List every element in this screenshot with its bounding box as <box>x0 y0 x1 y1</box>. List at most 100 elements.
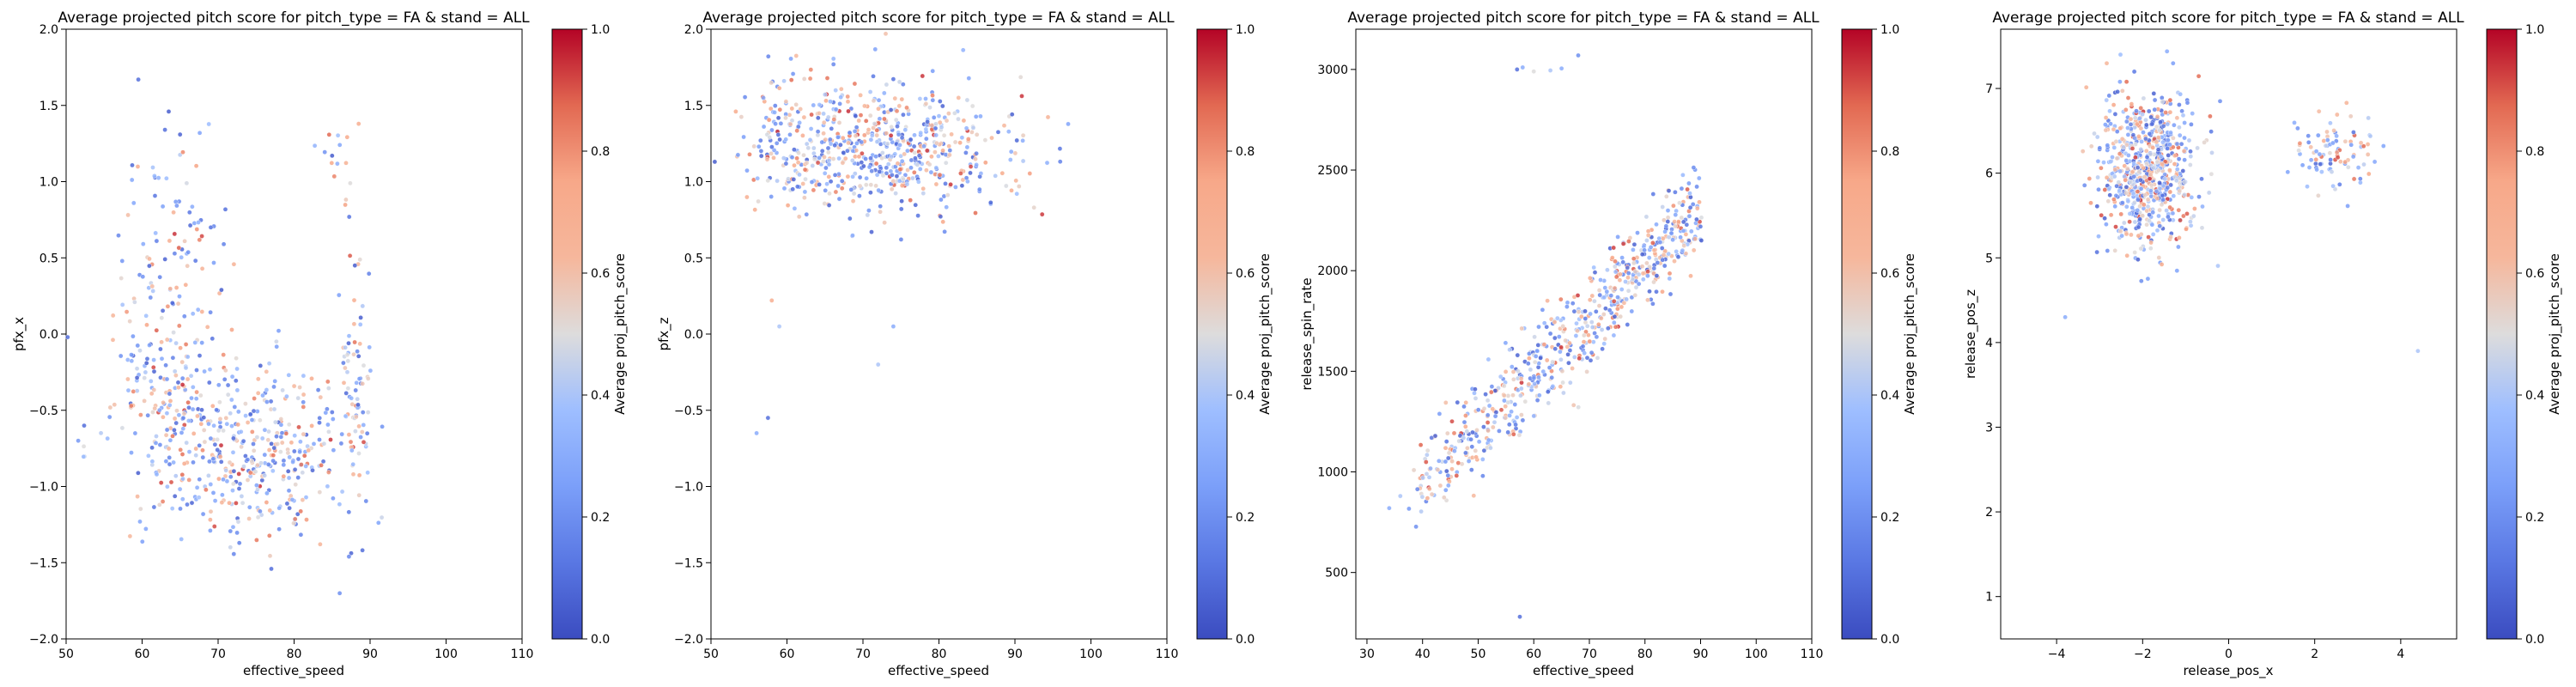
data-point <box>989 135 994 141</box>
data-point <box>301 392 307 398</box>
data-point <box>2366 171 2372 177</box>
data-point <box>2315 132 2321 138</box>
data-point <box>208 309 213 315</box>
data-point <box>159 315 165 321</box>
data-point <box>850 233 855 238</box>
data-point <box>274 338 279 344</box>
data-point <box>2121 144 2126 150</box>
data-point <box>283 430 289 436</box>
data-point <box>228 474 234 480</box>
data-point <box>286 372 292 378</box>
data-point <box>1601 295 1607 301</box>
data-point <box>2088 143 2094 149</box>
data-point <box>766 53 771 59</box>
data-point <box>208 517 213 523</box>
data-point <box>2104 222 2109 228</box>
chart-title: Average projected pitch score for pitch_… <box>1992 9 2464 27</box>
data-point <box>2177 125 2182 131</box>
data-point <box>895 124 900 129</box>
data-point <box>2160 192 2166 198</box>
data-point <box>1013 178 1018 184</box>
data-point <box>270 453 276 459</box>
data-point <box>2087 176 2093 181</box>
data-point <box>884 131 890 136</box>
colorbar-label: Average proj_pitch_score <box>612 253 629 415</box>
data-point <box>278 422 284 428</box>
data-point <box>1009 112 1015 117</box>
x-tick-label: 60 <box>135 647 150 661</box>
data-point <box>2119 136 2125 142</box>
data-point <box>162 257 167 262</box>
data-point <box>230 481 236 487</box>
data-point <box>304 517 309 522</box>
x-tick-label: 110 <box>511 647 534 661</box>
data-point <box>360 303 366 309</box>
data-point <box>229 327 234 332</box>
colorbar-tick-label: 0.2 <box>2525 511 2544 525</box>
x-tick-label: 80 <box>932 647 947 661</box>
data-point <box>2097 145 2103 151</box>
data-point <box>1612 285 1618 291</box>
data-point <box>771 155 776 161</box>
data-point <box>2124 166 2130 172</box>
data-point <box>857 174 863 180</box>
data-point <box>105 435 110 441</box>
data-point <box>825 114 831 120</box>
data-point <box>1654 289 1659 295</box>
data-point <box>274 434 279 440</box>
data-point <box>329 160 335 166</box>
data-point <box>2342 138 2348 144</box>
data-point <box>345 358 351 364</box>
data-point <box>864 175 869 181</box>
data-point <box>781 185 787 192</box>
data-point <box>969 130 975 135</box>
data-point <box>187 222 193 228</box>
data-point <box>828 99 833 104</box>
data-point <box>2108 121 2113 126</box>
data-point <box>1599 315 1604 321</box>
data-point <box>337 591 343 596</box>
data-point <box>1435 467 1441 472</box>
data-point <box>1583 308 1588 314</box>
data-point <box>2171 135 2176 141</box>
data-point <box>2177 132 2183 138</box>
data-point <box>1688 194 1693 200</box>
data-point <box>321 441 327 447</box>
data-point <box>346 333 352 339</box>
data-point <box>254 435 260 440</box>
data-point <box>173 420 179 426</box>
data-point <box>237 481 243 487</box>
data-point <box>199 234 204 239</box>
data-point <box>767 134 773 140</box>
y-tick-label: 2.0 <box>684 23 703 37</box>
data-point <box>2104 60 2110 66</box>
y-tick-label: 7 <box>1985 82 1993 96</box>
data-point <box>974 150 979 156</box>
data-point <box>355 353 361 359</box>
data-point <box>1531 413 1537 419</box>
data-point <box>1612 319 1617 325</box>
data-point <box>361 362 367 368</box>
data-point <box>1592 298 1597 304</box>
data-point <box>1665 215 1671 221</box>
data-point <box>163 432 169 438</box>
scatter-points <box>2063 49 2421 354</box>
data-point <box>829 125 835 131</box>
data-point <box>201 415 207 421</box>
data-point <box>783 115 788 121</box>
data-point <box>1555 315 1560 321</box>
data-point <box>1636 271 1642 277</box>
data-point <box>295 511 301 517</box>
data-point <box>188 373 194 379</box>
data-point <box>1664 193 1669 199</box>
data-point <box>98 430 104 436</box>
x-tick-label: 100 <box>1079 647 1103 661</box>
data-point <box>880 150 885 155</box>
data-point <box>1066 121 1071 127</box>
data-point <box>858 93 863 98</box>
data-point <box>2308 157 2314 163</box>
data-point <box>1640 271 1646 277</box>
data-point <box>2328 120 2333 126</box>
data-point <box>769 194 775 199</box>
data-point <box>349 395 355 401</box>
